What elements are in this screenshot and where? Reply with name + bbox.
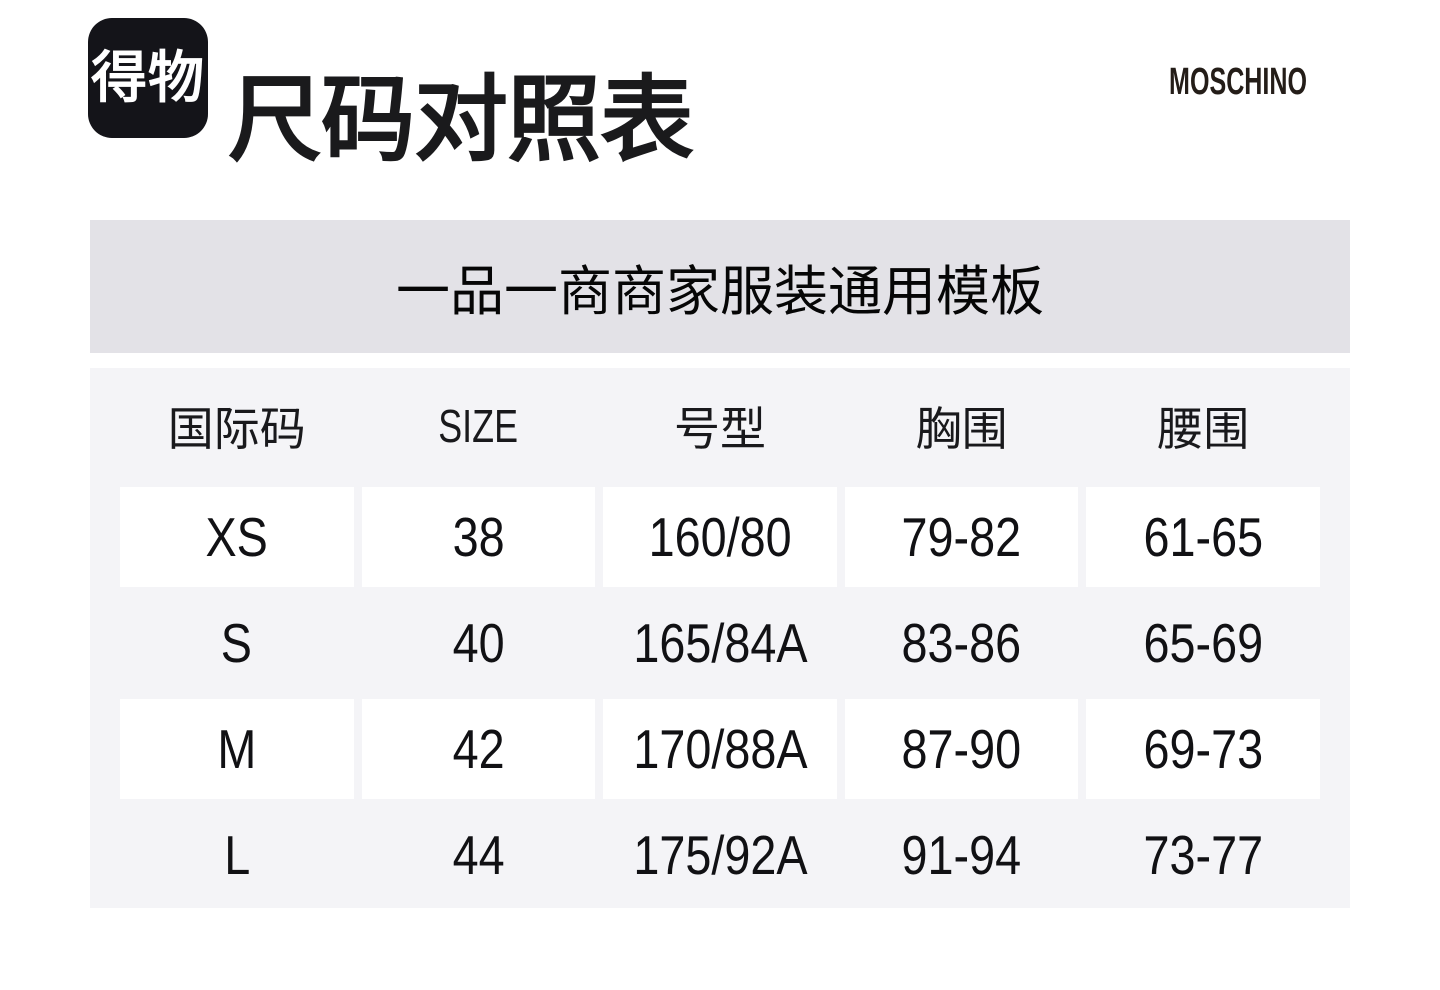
table-cell-size: 42	[361, 699, 596, 799]
table-row-l: L 44 175/92A 91-94 73-77	[90, 802, 1350, 908]
table-cell-waist: 69-73	[1086, 699, 1320, 799]
table-cell-intl: M	[120, 699, 354, 799]
table-cell-waist: 65-69	[1143, 612, 1263, 674]
table-row-xs: XS 38 160/80 79-82 61-65	[90, 484, 1350, 590]
size-table: 国际码 SIZE 号型 胸围 腰围 XS 38 160/80 79-82 61-…	[90, 368, 1350, 908]
table-cell-size: 40	[452, 612, 505, 674]
table-cell-chest: 83-86	[901, 612, 1022, 674]
table-cell-chest: 79-82	[844, 487, 1079, 587]
table-row-s: S 40 165/84A 83-86 65-69	[90, 590, 1350, 696]
header-cell-international-size: 国际码	[167, 403, 306, 455]
table-row-m: M 42 170/88A 87-90 69-73	[90, 696, 1350, 802]
table-cell-intl: XS	[120, 487, 354, 587]
header-cell-waist: 腰围	[1157, 403, 1250, 455]
table-cell-waist: 73-77	[1143, 824, 1263, 886]
table-header-row: 国际码 SIZE 号型 胸围 腰围	[90, 368, 1350, 484]
template-banner: 一品一商商家服装通用模板	[90, 220, 1350, 353]
table-cell-waist: 61-65	[1086, 487, 1320, 587]
header-cell-chest: 胸围	[915, 403, 1008, 455]
header-cell-size: SIZE	[438, 400, 519, 452]
table-cell-model: 165/84A	[632, 612, 808, 674]
brand-logo-moschino: MOSCHINO	[1169, 61, 1307, 103]
table-cell-model: 160/80	[603, 487, 837, 587]
dewu-logo: 得物	[88, 18, 208, 138]
table-cell-intl: L	[223, 824, 250, 886]
table-cell-size: 38	[361, 487, 596, 587]
template-banner-text: 一品一商商家服装通用模板	[396, 262, 1044, 322]
table-cell-size: 44	[452, 824, 505, 886]
table-cell-chest: 87-90	[844, 699, 1079, 799]
dewu-logo-text: 得物	[91, 46, 205, 109]
table-cell-model: 170/88A	[603, 699, 837, 799]
page-title: 尺码对照表	[228, 67, 694, 172]
header-cell-model: 号型	[673, 403, 766, 455]
table-cell-intl: S	[221, 612, 253, 674]
table-cell-chest: 91-94	[901, 824, 1022, 886]
table-cell-model: 175/92A	[632, 824, 808, 886]
